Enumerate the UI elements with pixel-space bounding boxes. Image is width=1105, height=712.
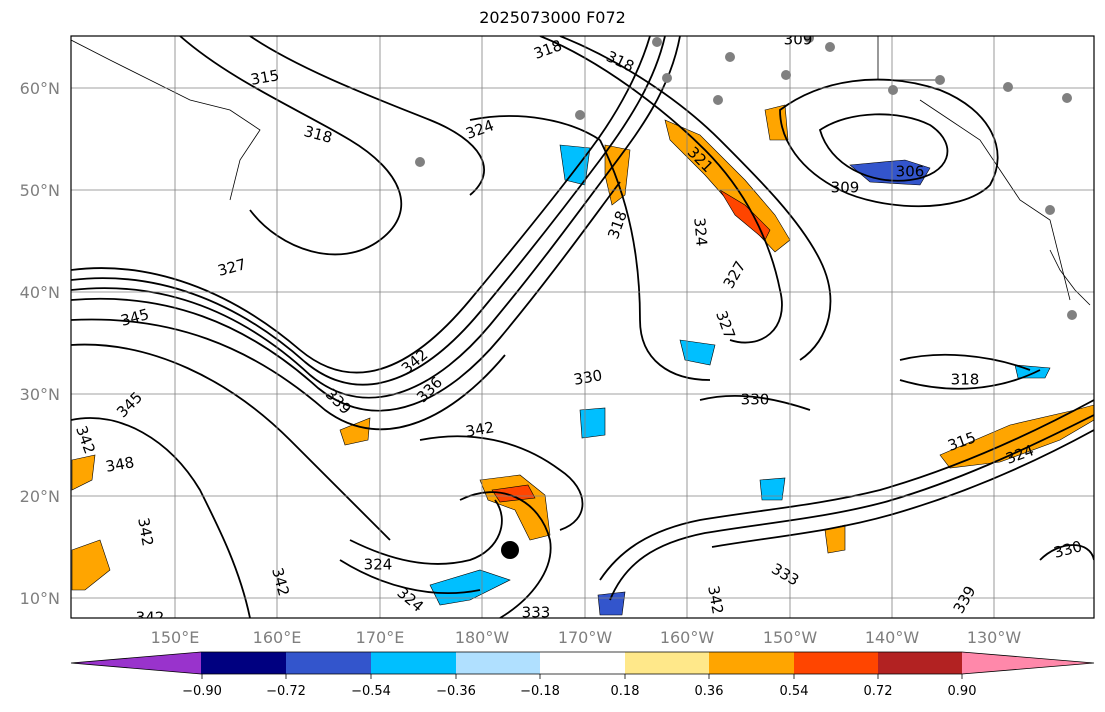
colorbar-tick-label: 0.72 (864, 684, 893, 699)
colorbar-segment (625, 652, 709, 674)
lat-label: 60°N (20, 79, 60, 98)
orange-patch-mid (339, 417, 371, 446)
lon-label: 150°E (151, 628, 200, 647)
contour-label: 327 (216, 255, 248, 280)
orange-patch-west (71, 454, 96, 491)
colorbar-right-extension (962, 652, 1094, 674)
contour-label: 342 (136, 609, 165, 627)
contour-label: 345 (119, 305, 151, 330)
shaded-anomaly-patches (71, 104, 1094, 616)
colorbar-left-extension (71, 652, 201, 674)
blue-patch-2 (679, 339, 716, 366)
contour-label: 330 (741, 391, 770, 409)
lon-label: 150°W (763, 628, 818, 647)
lon-label: 170°W (558, 628, 613, 647)
colorbar-segment (540, 652, 625, 674)
contour-label: 336 (413, 373, 446, 406)
contour-label: 324 (463, 116, 496, 143)
colorbar-segment (456, 652, 540, 674)
contour-label: 348 (104, 453, 135, 476)
contour-label: 330 (1052, 537, 1084, 562)
contour-label: 342 (268, 566, 293, 598)
contour-label: 333 (768, 560, 802, 590)
colorbar-segment (709, 652, 794, 674)
lon-label: 170°E (356, 628, 405, 647)
contour-label: 309 (784, 31, 813, 49)
longitude-labels: 150°E 160°E 170°E 180°W 170°W 160°W 150°W 140°W… (151, 628, 1022, 647)
lat-label: 50°N (20, 181, 60, 200)
storm-center-marker (501, 541, 519, 559)
contour-label: 339 (950, 583, 980, 617)
lat-label: 40°N (20, 283, 60, 302)
lat-label: 30°N (20, 385, 60, 404)
latitude-labels: 60°N 50°N 40°N 30°N 20°N 10°N (20, 79, 60, 608)
colorbar-tick-label: −0.72 (266, 684, 306, 699)
colorbar-tick-label: −0.36 (436, 684, 476, 699)
contour-label: 315 (249, 66, 280, 89)
orange-patch-ne (764, 104, 789, 141)
contour-label: 309 (831, 179, 860, 197)
contour-label: 324 (690, 217, 710, 247)
contour-label: 327 (712, 308, 739, 341)
lat-label: 20°N (20, 487, 60, 506)
contour-label: 342 (72, 423, 99, 456)
map-title: 2025073000 F072 (479, 8, 626, 27)
contour-label: 333 (522, 604, 551, 622)
colorbar: −0.90 −0.72 −0.54 −0.36 −0.18 0.18 0.36 0.54 0.7… (70, 651, 1095, 699)
lat-label: 10°N (20, 589, 60, 608)
lon-label: 130°W (967, 628, 1022, 647)
colorbar-tick-label: 0.54 (780, 684, 809, 699)
station-dots (415, 36, 1077, 320)
colorbar-outline (70, 651, 1095, 675)
contour-label: 342 (398, 346, 432, 378)
contour-label: 324 (394, 584, 428, 616)
colorbar-tick-label: 0.90 (948, 684, 977, 699)
orange-patch-south (479, 474, 551, 541)
map-frame (70, 35, 1095, 619)
colorbar-segment (286, 652, 371, 674)
orange-patch-sw (71, 539, 111, 591)
colorbar-tick-label: 0.36 (695, 684, 724, 699)
map-plot-area (71, 36, 1094, 618)
colorbar-segment (794, 652, 878, 674)
contour-label: 318 (951, 371, 980, 389)
contour-label: 342 (704, 584, 727, 615)
contour-label: 318 (604, 208, 631, 241)
map-grid (71, 36, 1094, 618)
contour-label: 330 (572, 366, 603, 389)
contour-label: 342 (134, 516, 157, 547)
contour-label: 339 (322, 385, 355, 418)
coastlines (71, 36, 1091, 306)
colorbar-segment (371, 652, 456, 674)
blue-patch-6 (759, 477, 786, 501)
contour-label: 318 (531, 36, 564, 63)
colorbar-segment (201, 652, 286, 674)
blue-patch-3 (579, 407, 606, 439)
contour-label: 324 (364, 556, 393, 574)
red-core-north (719, 189, 771, 241)
lon-label: 160°W (660, 628, 715, 647)
contour-label: 327 (720, 258, 750, 292)
colorbar-tick-label: −0.54 (351, 684, 391, 699)
colorbar-segment (878, 652, 962, 674)
colorbar-tick-label: −0.18 (520, 684, 560, 699)
contour-label: 318 (302, 122, 334, 147)
lon-label: 140°W (865, 628, 920, 647)
lon-label: 180°W (455, 628, 510, 647)
colorbar-tick-label: 0.18 (611, 684, 640, 699)
lon-label: 160°E (253, 628, 302, 647)
red-patch-south (491, 484, 536, 503)
contour-label: 306 (896, 163, 925, 181)
blue-patch-4 (429, 569, 511, 606)
contour-label: 342 (464, 418, 495, 441)
colorbar-tick-label: −0.90 (182, 684, 222, 699)
contour-lines (71, 36, 1094, 618)
contour-label: 345 (113, 388, 146, 421)
